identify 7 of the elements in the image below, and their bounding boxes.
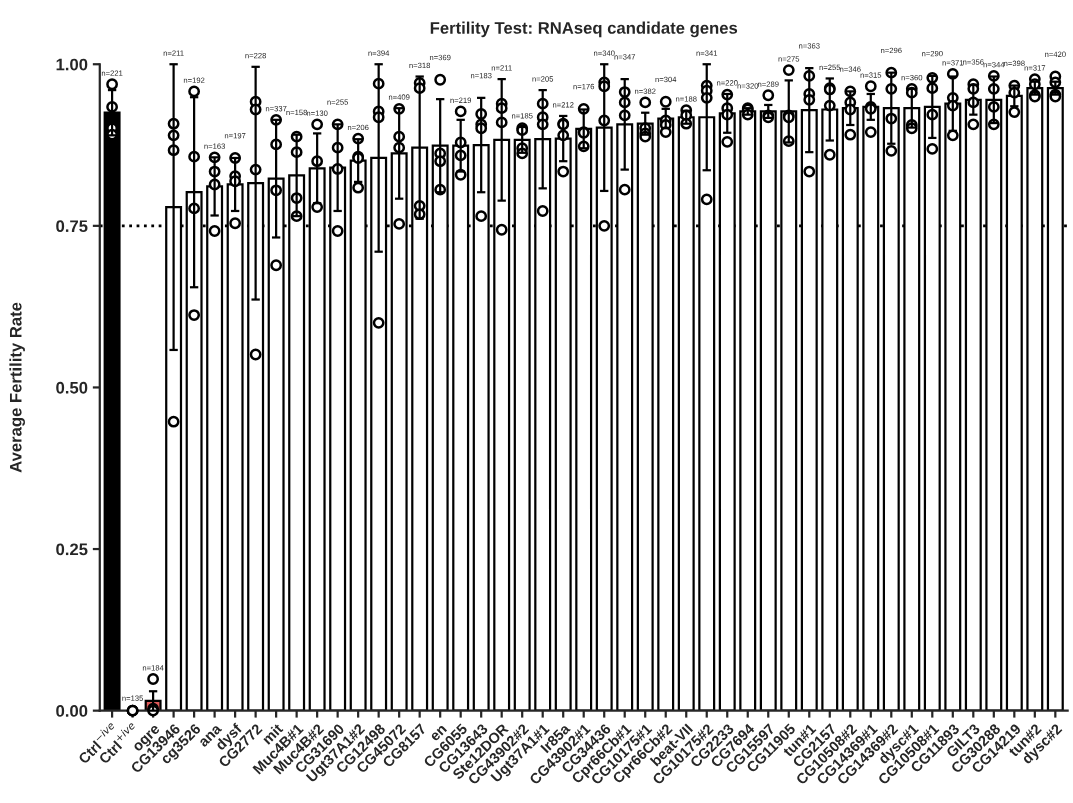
y-tick-label: 0.50 [56, 381, 88, 394]
y-tick-label: 1.00 [56, 58, 88, 71]
chart-title: Fertility Test: RNAseq candidate genes [430, 21, 738, 38]
y-tick-label: 0.25 [56, 543, 88, 556]
y-axis-title: Average Fertility Rate [9, 302, 25, 473]
y-tick-label: 0.00 [56, 705, 88, 717]
y-tick-label: 0.75 [56, 220, 88, 233]
